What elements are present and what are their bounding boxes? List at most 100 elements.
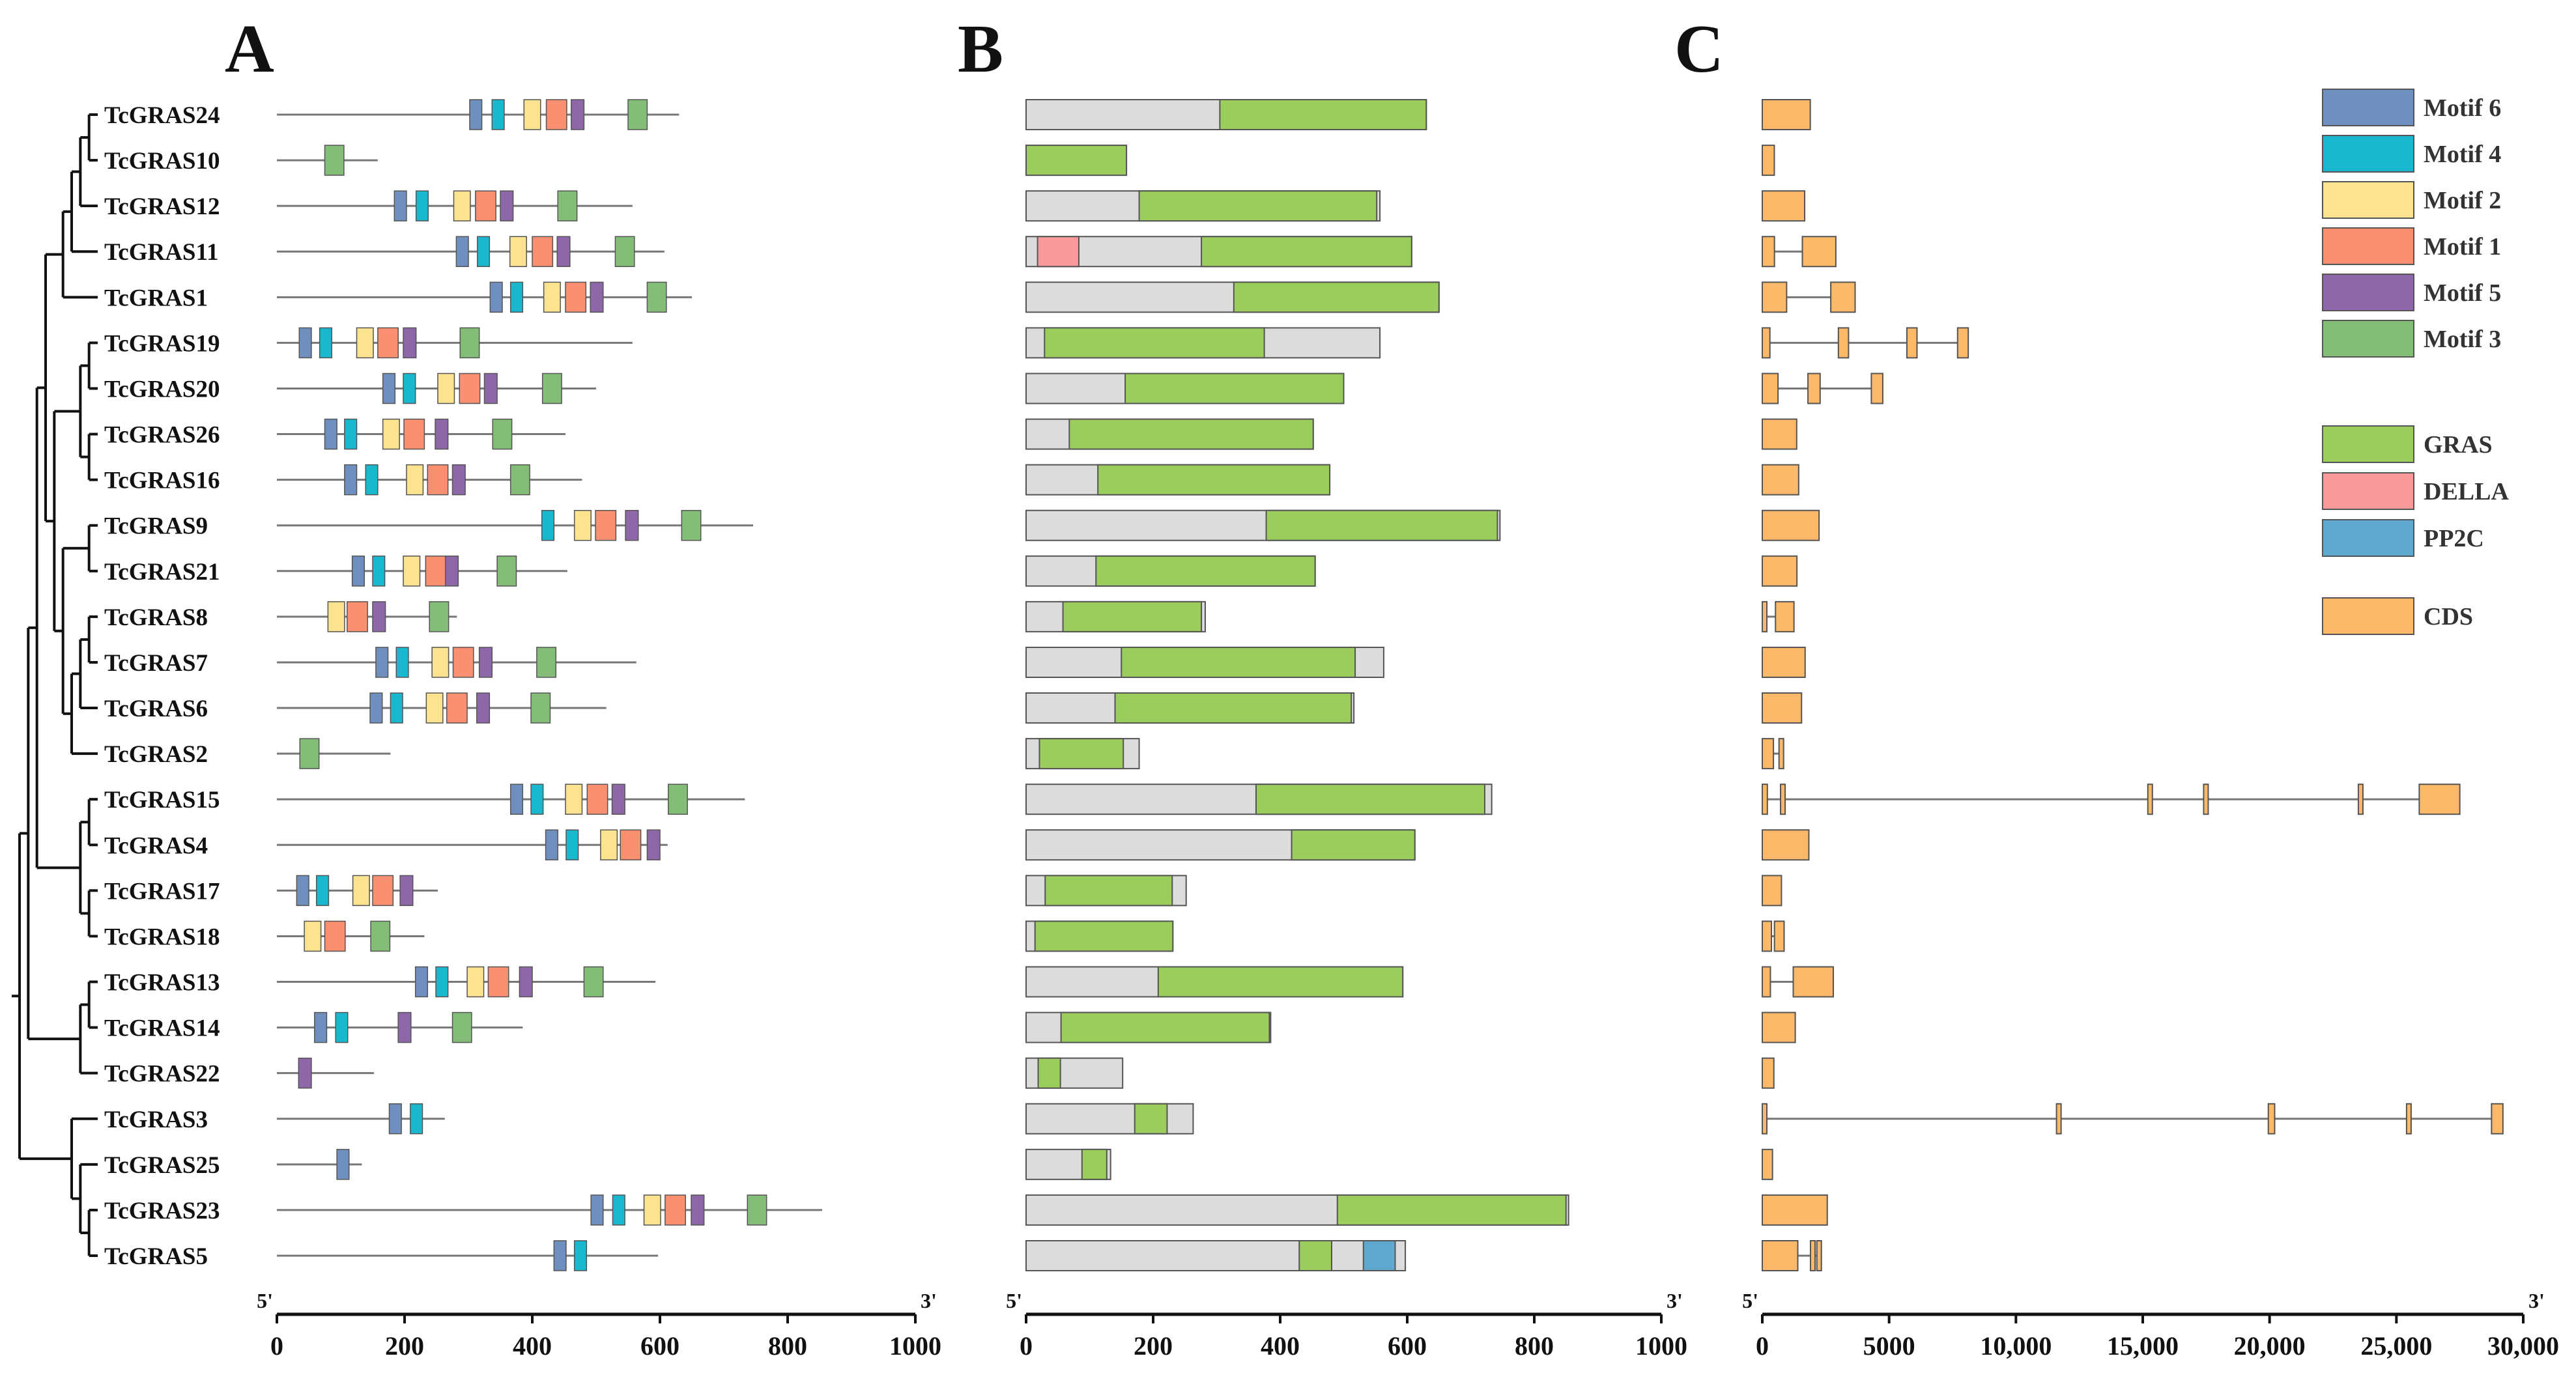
cds-exon (1801, 236, 1837, 268)
cds-exon (1762, 1057, 1775, 1089)
gras-domain (1233, 281, 1440, 313)
gene-label: TcGRAS8 (104, 604, 208, 631)
motif4-box (395, 647, 409, 678)
motif6-box (351, 556, 365, 587)
motif3-box (614, 236, 635, 267)
gene-label: TcGRAS22 (104, 1061, 220, 1088)
motif2-box (431, 647, 450, 678)
motif2-box (453, 190, 471, 221)
cds-exon (1762, 920, 1773, 952)
gras-domain (1068, 418, 1314, 450)
motif3-box (681, 509, 702, 541)
motif5-box (590, 281, 604, 313)
cds-exon (1762, 1240, 1799, 1271)
cds-exon (1956, 327, 1969, 359)
tick-label: 800 (1515, 1331, 1554, 1361)
tick-label: 20,000 (2234, 1331, 2306, 1361)
motif2-box (327, 601, 345, 632)
cds-exon (2055, 1103, 2062, 1135)
five-prime-label: 5' (1006, 1289, 1022, 1312)
legend-item: PP2C (2322, 519, 2484, 557)
motif5-box (403, 327, 417, 359)
motif5-box (478, 647, 493, 678)
motif2-box (356, 327, 374, 359)
motif6-box (553, 1240, 567, 1271)
legend-swatch (2322, 425, 2414, 463)
cds-exon (2147, 784, 2153, 815)
domain-panel: 0 200 400 600 800 1000 5' 3' (1006, 99, 1687, 1361)
motif4-box (573, 1240, 588, 1271)
cds-exon (1780, 784, 1786, 815)
gene-label: TcGRAS24 (104, 102, 220, 129)
cds-exon (1762, 1103, 1767, 1135)
tick-label: 1000 (1635, 1331, 1687, 1361)
motif5-box (483, 373, 498, 404)
motif1-box (324, 920, 346, 952)
motif1-box (372, 875, 394, 907)
gras-domain (1121, 646, 1356, 678)
tick-label: 10,000 (1980, 1331, 2052, 1361)
gene-label: TcGRAS12 (104, 193, 220, 220)
cds-exon (1762, 829, 1810, 861)
legend-swatch (2322, 472, 2414, 510)
motif2-box (509, 236, 527, 267)
motif4-box (365, 464, 379, 496)
cds-exon (1792, 966, 1835, 998)
tick-label: 25,000 (2360, 1331, 2432, 1361)
motif5-box (611, 784, 625, 815)
gene-label: TcGRAS21 (104, 559, 220, 586)
legend-swatch (2322, 519, 2414, 557)
tick-label: 600 (640, 1331, 680, 1361)
cds-exon (1762, 99, 1811, 130)
tick-label: 0 (1020, 1331, 1033, 1361)
cds-exon (1762, 555, 1798, 587)
cds-exon (1775, 600, 1795, 632)
motif6-box (298, 327, 312, 359)
cds-exon (1762, 966, 1771, 998)
motif4-box (565, 829, 579, 861)
cds-exon (1870, 373, 1883, 404)
legend-swatch (2322, 274, 2414, 311)
motif4-box (372, 556, 386, 587)
legend-swatch (2322, 89, 2414, 126)
motif1-box (595, 509, 617, 541)
motif1-box (620, 829, 642, 861)
legend-label: CDS (2424, 603, 2473, 630)
motif4-box (541, 509, 555, 541)
motif1-box (475, 190, 496, 221)
motif2-box (382, 418, 400, 450)
tick-label: 800 (768, 1331, 807, 1361)
motif2-box (543, 281, 561, 313)
cds-exon (1778, 738, 1784, 770)
cds-exon (1762, 784, 1768, 815)
gene-label: TcGRAS13 (104, 970, 220, 996)
gene-label: TcGRAS5 (104, 1243, 208, 1270)
gras-domain (1265, 509, 1498, 541)
gras-domain (1114, 692, 1352, 724)
motif1-box (545, 99, 567, 130)
gras-domain (1138, 190, 1378, 222)
motif4-box (509, 281, 524, 313)
motif5-box (646, 829, 661, 861)
gras-domain (1060, 1011, 1270, 1043)
motif3-box (646, 281, 667, 313)
motif5-box (444, 556, 459, 587)
gene-label: TcGRAS15 (104, 787, 220, 813)
cds-exon (1762, 1194, 1828, 1226)
gras-domain (1034, 920, 1174, 952)
gene-structure-panel: 0 5000 10,000 15,000 20,000 25,000 30,000 5' 3' (1742, 99, 2559, 1361)
motif5-box (397, 1011, 412, 1043)
gene-label: TcGRAS9 (104, 513, 208, 540)
motif1-box (427, 464, 449, 496)
motif3-box (492, 418, 513, 450)
cds-exon (1762, 692, 1803, 724)
motif2-box (523, 99, 541, 130)
motif3-box (451, 1011, 472, 1043)
cds-exon (2267, 1103, 2276, 1135)
gras-domain (1291, 829, 1416, 861)
gene-label: TcGRAS2 (104, 741, 208, 768)
motif3-box (530, 692, 551, 724)
legend-label: Motif 2 (2424, 187, 2501, 214)
motif2-box (403, 556, 421, 587)
motif2-box (600, 829, 618, 861)
